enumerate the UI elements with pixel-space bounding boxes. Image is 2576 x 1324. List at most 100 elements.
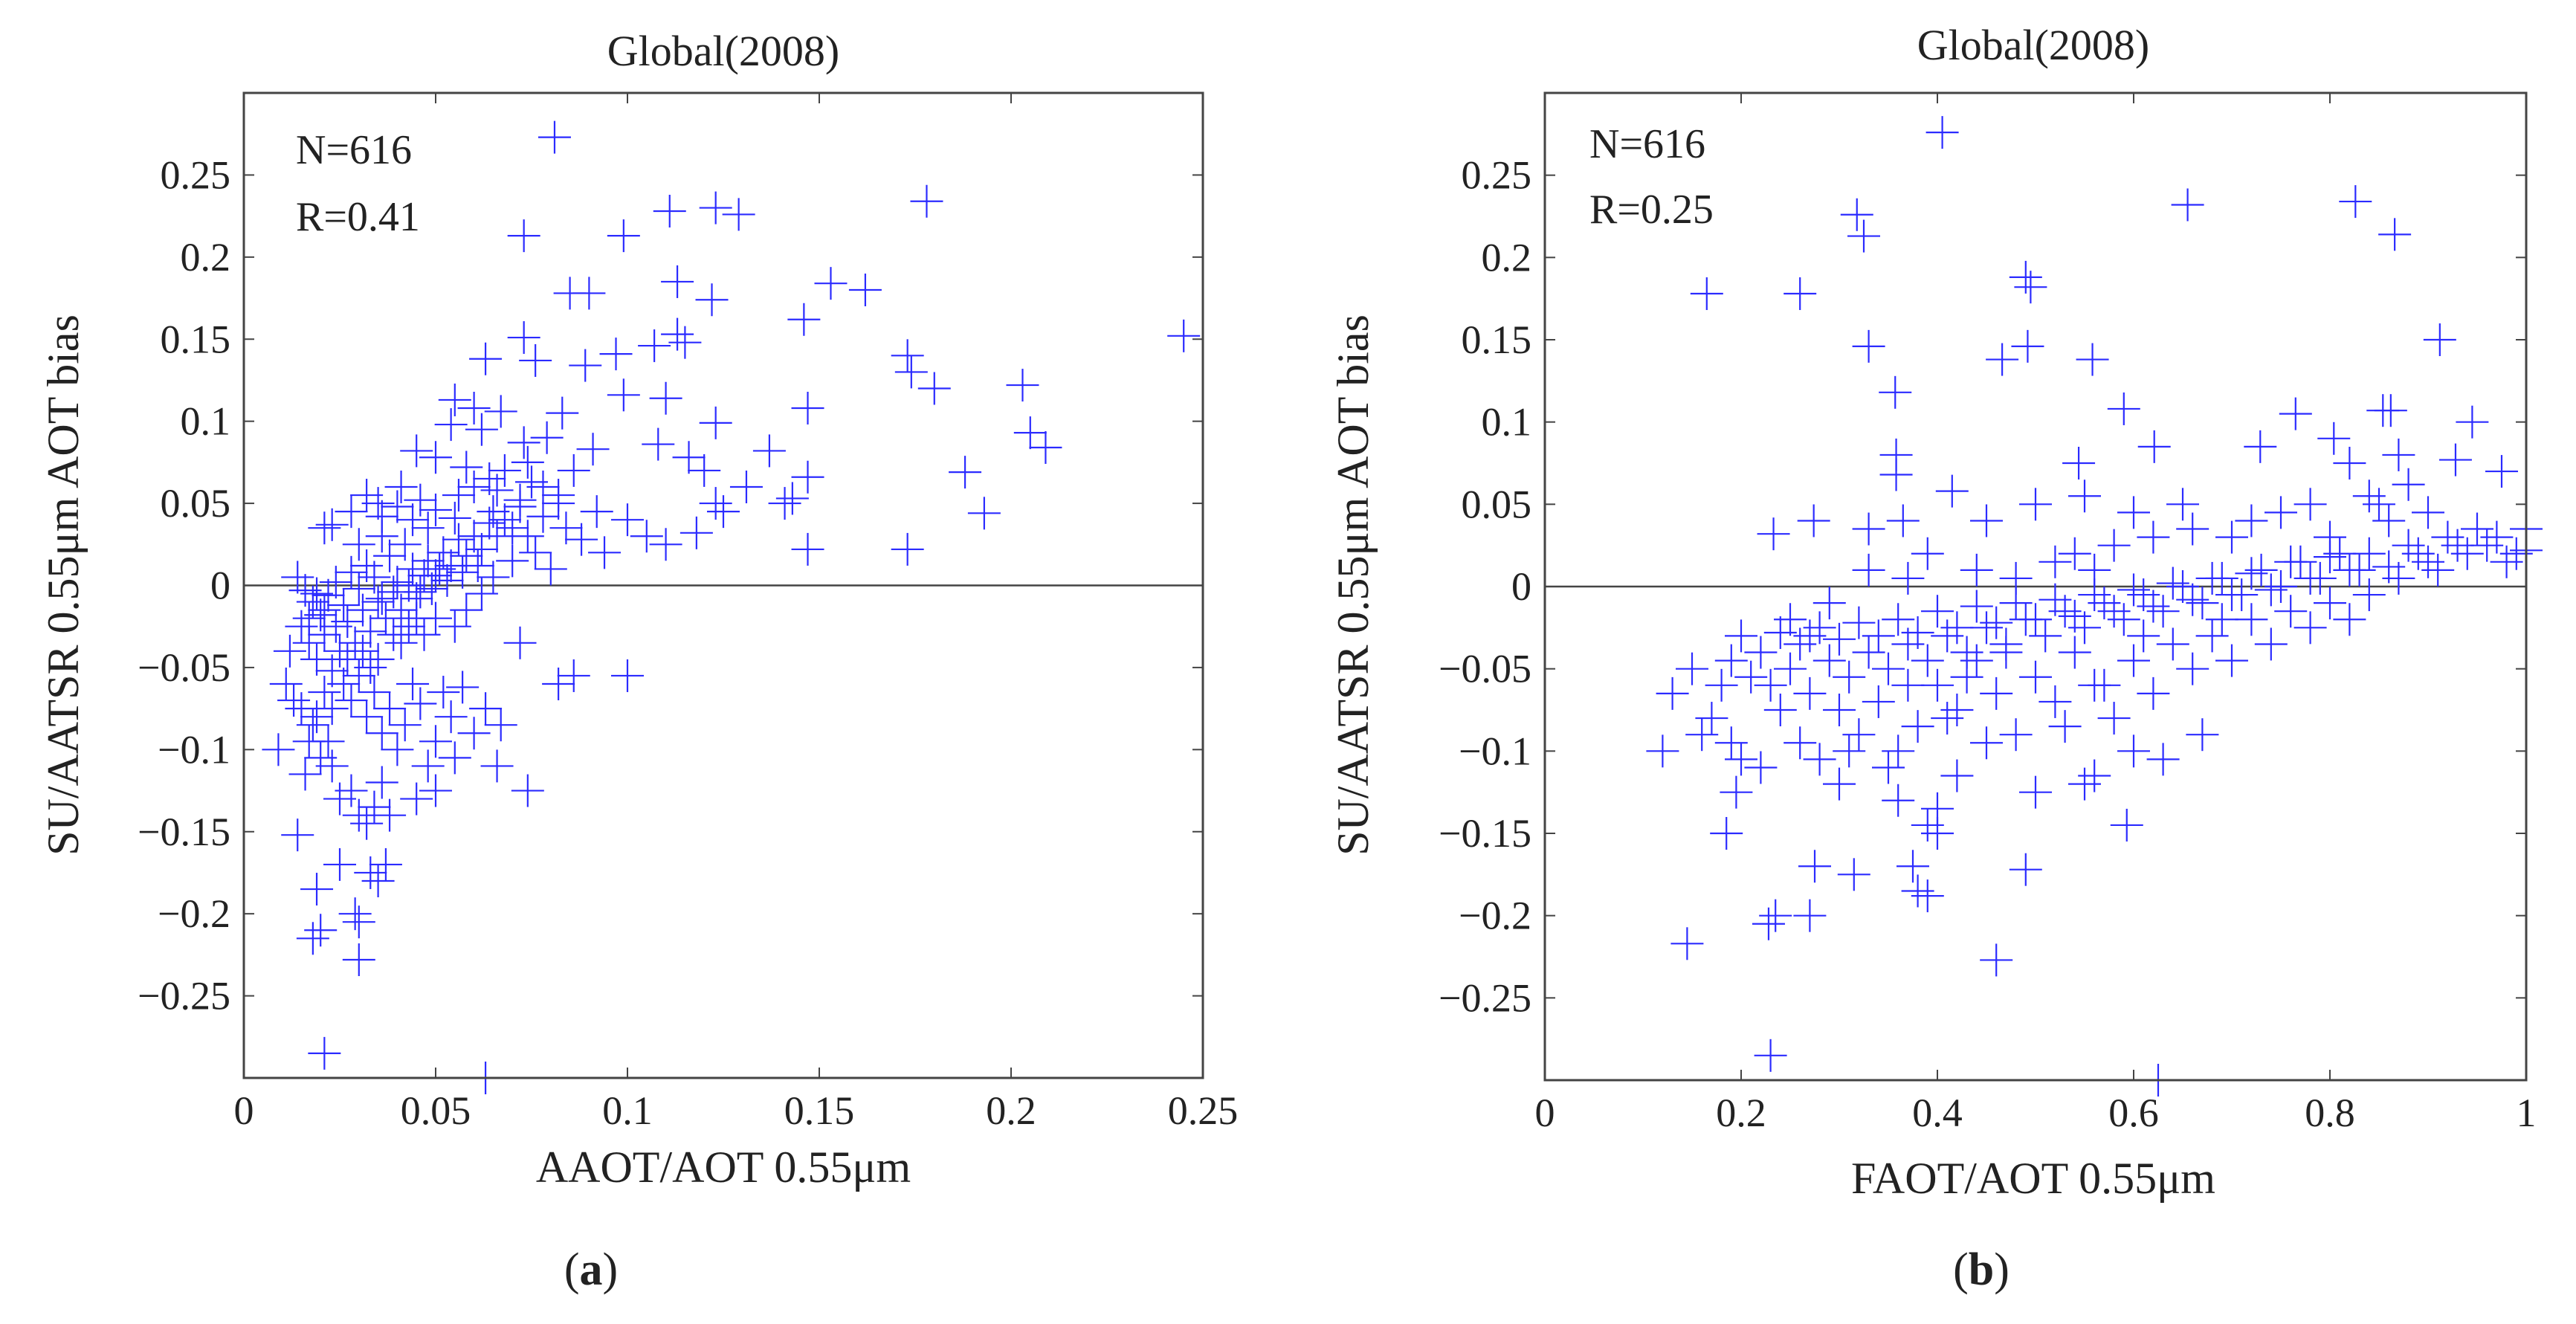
data-point [1793, 899, 1827, 932]
data-point [1793, 619, 1827, 653]
data-point [338, 897, 372, 931]
data-point [775, 482, 809, 515]
data-point [2293, 488, 2327, 521]
data-point [2205, 603, 2238, 636]
data-point [2314, 587, 2346, 620]
data-point [381, 490, 414, 523]
data-point [1886, 504, 1920, 537]
data-point [2062, 447, 2096, 479]
data-point [2235, 504, 2268, 537]
data-point [365, 500, 398, 533]
y-tick-label: −0.05 [138, 645, 230, 690]
data-point [1013, 416, 1047, 450]
data-point [1940, 759, 1974, 792]
data-point [1960, 644, 1993, 677]
data-point [1970, 504, 2003, 537]
data-point [722, 198, 755, 231]
data-point [438, 741, 471, 775]
data-point [1705, 668, 1738, 702]
data-point [2352, 578, 2386, 612]
data-point [2461, 512, 2493, 546]
data-point [350, 807, 384, 840]
data-point [661, 265, 694, 298]
y-axis-label: SU/AATSR 0.55μm AOT bias [39, 314, 88, 856]
y-tick-label: 0.15 [161, 317, 231, 361]
x-tick-label: 0.4 [1912, 1091, 1963, 1135]
data-point [1823, 694, 1856, 726]
data-point [358, 790, 391, 824]
data-point [2279, 397, 2312, 430]
data-point [565, 523, 598, 556]
data-point [649, 528, 682, 561]
data-point [1757, 517, 1790, 551]
data-point [1960, 553, 1993, 587]
data-point [361, 585, 395, 619]
data-point [1980, 606, 2013, 639]
data-point [1921, 817, 1954, 850]
data-point [2382, 438, 2415, 471]
data-point [2244, 430, 2277, 463]
data-point [1989, 636, 2023, 669]
data-point [707, 495, 740, 529]
data-point [1921, 595, 1954, 628]
data-point [1852, 636, 1885, 669]
y-tick-label: 0.2 [181, 235, 231, 280]
data-point [668, 326, 702, 359]
data-point [2068, 767, 2101, 801]
data-point [569, 349, 602, 382]
data-point [2314, 540, 2346, 574]
data-point [519, 343, 552, 377]
data-point [1935, 474, 1969, 508]
data-point [2156, 627, 2189, 661]
data-point [2117, 644, 2150, 677]
data-point [319, 610, 352, 643]
data-point [2378, 218, 2412, 251]
data-point [1823, 767, 1856, 801]
data-point [269, 668, 303, 700]
data-point [768, 487, 801, 520]
scatter-points [1646, 116, 2543, 1097]
data-point [511, 774, 544, 807]
data-point [2097, 595, 2131, 628]
y-tick-label: 0.2 [1482, 235, 1532, 280]
data-point [2186, 587, 2219, 620]
data-point [1833, 660, 1866, 694]
data-point [496, 511, 529, 545]
data-point [653, 195, 686, 227]
data-point [308, 511, 341, 545]
data-point [630, 520, 663, 553]
data-point [791, 460, 824, 494]
data-point [526, 500, 560, 533]
data-point [1803, 611, 1836, 645]
annotation-n: N=616 [1589, 121, 1705, 167]
data-point [1774, 652, 1807, 685]
data-point [2137, 676, 2170, 710]
data-point [484, 395, 517, 428]
x-axis-label: AAOT/AOT 0.55μm [536, 1143, 911, 1192]
data-point [2117, 734, 2150, 768]
data-point [2438, 443, 2472, 477]
data-point [2097, 702, 2131, 735]
data-point [2186, 718, 2219, 752]
y-tick-label: −0.1 [1459, 729, 1531, 773]
data-point [2058, 636, 2091, 669]
data-point [894, 355, 928, 389]
data-point [350, 479, 384, 512]
data-point [699, 487, 732, 520]
data-point [373, 692, 407, 726]
data-point [315, 692, 349, 726]
data-point [488, 453, 521, 487]
data-point [2117, 496, 2150, 529]
data-point [358, 561, 391, 594]
data-point [1970, 726, 2003, 760]
data-point [1725, 619, 1757, 653]
data-point [2038, 545, 2072, 578]
y-tick-label: −0.25 [1439, 975, 1531, 1020]
data-point [392, 610, 425, 643]
data-point [2137, 430, 2171, 463]
data-point [496, 544, 529, 578]
data-point [2499, 537, 2533, 570]
data-point [1891, 668, 1925, 702]
data-point [507, 219, 540, 253]
